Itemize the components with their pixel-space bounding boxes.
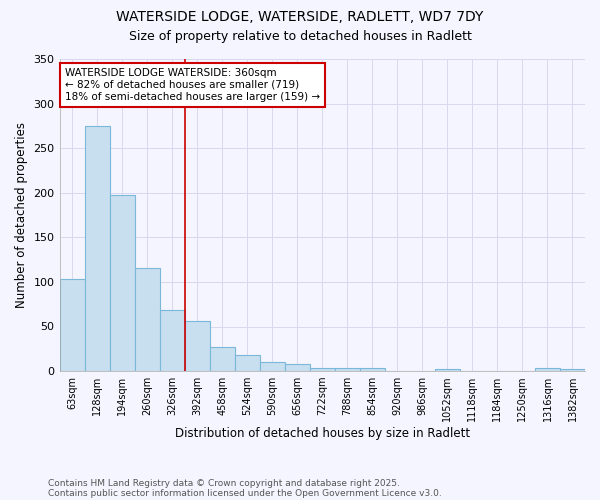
Bar [235, 355, 260, 371]
Bar [310, 368, 335, 371]
Bar [110, 194, 134, 371]
Bar [160, 310, 185, 371]
Bar [335, 368, 360, 371]
Bar [134, 268, 160, 371]
Bar [285, 364, 310, 371]
Text: Contains public sector information licensed under the Open Government Licence v3: Contains public sector information licen… [48, 488, 442, 498]
X-axis label: Distribution of detached houses by size in Radlett: Distribution of detached houses by size … [175, 427, 470, 440]
Bar [360, 368, 385, 371]
Bar [560, 370, 585, 371]
Bar [185, 321, 209, 371]
Bar [535, 368, 560, 371]
Y-axis label: Number of detached properties: Number of detached properties [15, 122, 28, 308]
Text: WATERSIDE LODGE, WATERSIDE, RADLETT, WD7 7DY: WATERSIDE LODGE, WATERSIDE, RADLETT, WD7… [116, 10, 484, 24]
Bar [209, 347, 235, 371]
Bar [59, 279, 85, 371]
Text: Contains HM Land Registry data © Crown copyright and database right 2025.: Contains HM Land Registry data © Crown c… [48, 478, 400, 488]
Bar [435, 370, 460, 371]
Text: Size of property relative to detached houses in Radlett: Size of property relative to detached ho… [128, 30, 472, 43]
Text: WATERSIDE LODGE WATERSIDE: 360sqm
← 82% of detached houses are smaller (719)
18%: WATERSIDE LODGE WATERSIDE: 360sqm ← 82% … [65, 68, 320, 102]
Bar [85, 126, 110, 371]
Bar [260, 362, 285, 371]
